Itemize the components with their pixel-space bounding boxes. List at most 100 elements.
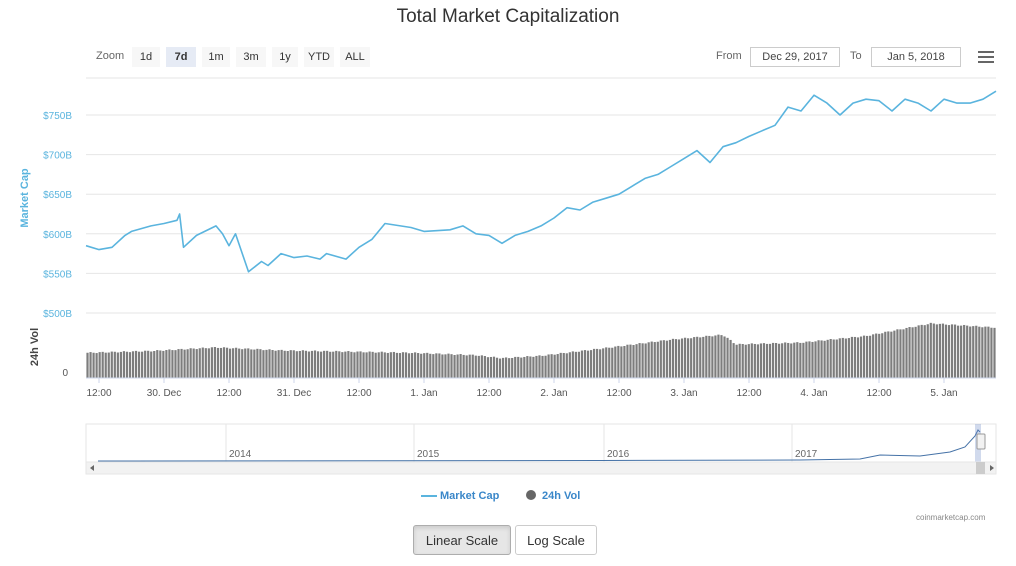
volume-bar	[702, 336, 705, 378]
volume-bar	[990, 327, 993, 378]
volume-bar	[662, 340, 665, 378]
volume-bar	[486, 357, 490, 378]
volume-bar	[969, 326, 972, 378]
volume-bar	[414, 352, 417, 378]
volume-bar	[768, 343, 772, 378]
volume-bar	[608, 347, 611, 378]
volume-bar	[125, 351, 129, 378]
volume-bar	[304, 350, 308, 378]
volume-bar	[511, 357, 514, 378]
volume-bar	[829, 339, 832, 378]
volume-bar	[131, 351, 135, 378]
volume-bar	[614, 346, 617, 378]
from-date-input[interactable]: Dec 29, 2017	[750, 47, 840, 67]
zoom-3m-button[interactable]: 3m	[236, 47, 266, 67]
volume-bar	[465, 355, 468, 378]
volume-tick-label: 0	[62, 368, 68, 379]
volume-bar	[474, 355, 477, 378]
volume-bar	[908, 327, 911, 378]
volume-bar	[653, 342, 656, 378]
volume-bar	[635, 344, 638, 378]
scroll-left-arrow-icon[interactable]	[90, 465, 94, 471]
volume-bar	[468, 354, 471, 378]
zoom-1y-button[interactable]: 1y	[272, 47, 298, 67]
volume-bar	[914, 326, 917, 378]
volume-bar	[253, 349, 256, 378]
credit-text[interactable]: coinmarketcap.com	[916, 513, 986, 522]
volume-bar	[529, 356, 532, 378]
volume-bar	[747, 344, 750, 378]
volume-bar	[841, 337, 844, 378]
x-tick-label: 30. Dec	[147, 388, 181, 399]
volume-bar	[104, 352, 107, 378]
to-date-input[interactable]: Jan 5, 2018	[871, 47, 961, 67]
volume-bar	[526, 356, 529, 378]
linear-scale-button[interactable]: Linear Scale	[413, 525, 511, 555]
scrollbar-thumb[interactable]	[976, 462, 985, 474]
volume-bar	[389, 352, 392, 378]
volume-bar	[774, 342, 778, 378]
volume-bar	[756, 344, 759, 378]
volume-bar	[380, 351, 383, 378]
volume-bar	[580, 350, 584, 378]
volume-bar	[993, 327, 996, 378]
hamburger-menu-icon[interactable]	[978, 51, 994, 66]
volume-bar	[535, 355, 538, 378]
volume-bar	[917, 325, 920, 378]
volume-bar	[477, 355, 480, 378]
volume-bar	[480, 355, 483, 378]
volume-bar	[441, 354, 444, 378]
volume-bar	[659, 340, 662, 378]
volume-bar	[881, 333, 884, 378]
volume-bar	[450, 354, 453, 378]
volume-bar	[899, 329, 902, 378]
legend-24h-vol[interactable]: 24h Vol	[526, 490, 580, 502]
volume-bar	[225, 347, 229, 378]
volume-bar	[817, 340, 820, 378]
volume-bar	[856, 337, 860, 378]
volume-bar	[832, 339, 835, 378]
navigator-year-label: 2014	[229, 449, 252, 460]
scrollbar-track[interactable]	[85, 461, 997, 475]
volume-bar	[514, 356, 517, 378]
volume-bar	[753, 343, 756, 378]
volume-bar	[862, 335, 866, 378]
legend-market-cap[interactable]: Market Cap	[421, 490, 499, 502]
volume-bar	[368, 351, 371, 378]
zoom-all-button[interactable]: ALL	[340, 47, 370, 67]
volume-bar	[174, 350, 177, 378]
zoom-1d-button[interactable]: 1d	[132, 47, 160, 67]
volume-bar	[462, 354, 465, 378]
volume-bar	[605, 347, 608, 378]
log-scale-button[interactable]: Log Scale	[515, 525, 597, 555]
y-axis-title: Market Cap	[19, 168, 31, 228]
volume-bar	[550, 354, 553, 378]
navigator-handle[interactable]	[976, 433, 986, 450]
volume-bar	[353, 352, 356, 378]
volume-bar	[683, 337, 687, 378]
volume-bar	[392, 351, 395, 378]
volume-bar	[508, 358, 511, 378]
zoom-ytd-button[interactable]: YTD	[304, 47, 334, 67]
volume-bar	[332, 351, 335, 378]
volume-bar	[216, 347, 220, 378]
volume-bar	[556, 354, 559, 378]
volume-bar	[274, 350, 277, 378]
volume-bar	[844, 338, 847, 378]
volume-bar	[808, 341, 811, 378]
volume-bar	[86, 352, 89, 378]
volume-bar	[329, 351, 332, 378]
volume-bar	[835, 339, 838, 378]
volume-bar	[568, 352, 571, 378]
volume-bar	[577, 351, 581, 378]
volume-bar	[935, 324, 938, 378]
volume-bar	[116, 352, 119, 378]
volume-bar	[517, 356, 520, 378]
volume-bar	[926, 324, 929, 378]
volume-bar	[869, 335, 872, 378]
zoom-1m-button[interactable]: 1m	[202, 47, 230, 67]
zoom-7d-button[interactable]: 7d	[166, 47, 196, 67]
volume-bar	[235, 347, 238, 378]
scroll-right-arrow-icon[interactable]	[990, 465, 994, 471]
volume-bar	[850, 336, 854, 378]
